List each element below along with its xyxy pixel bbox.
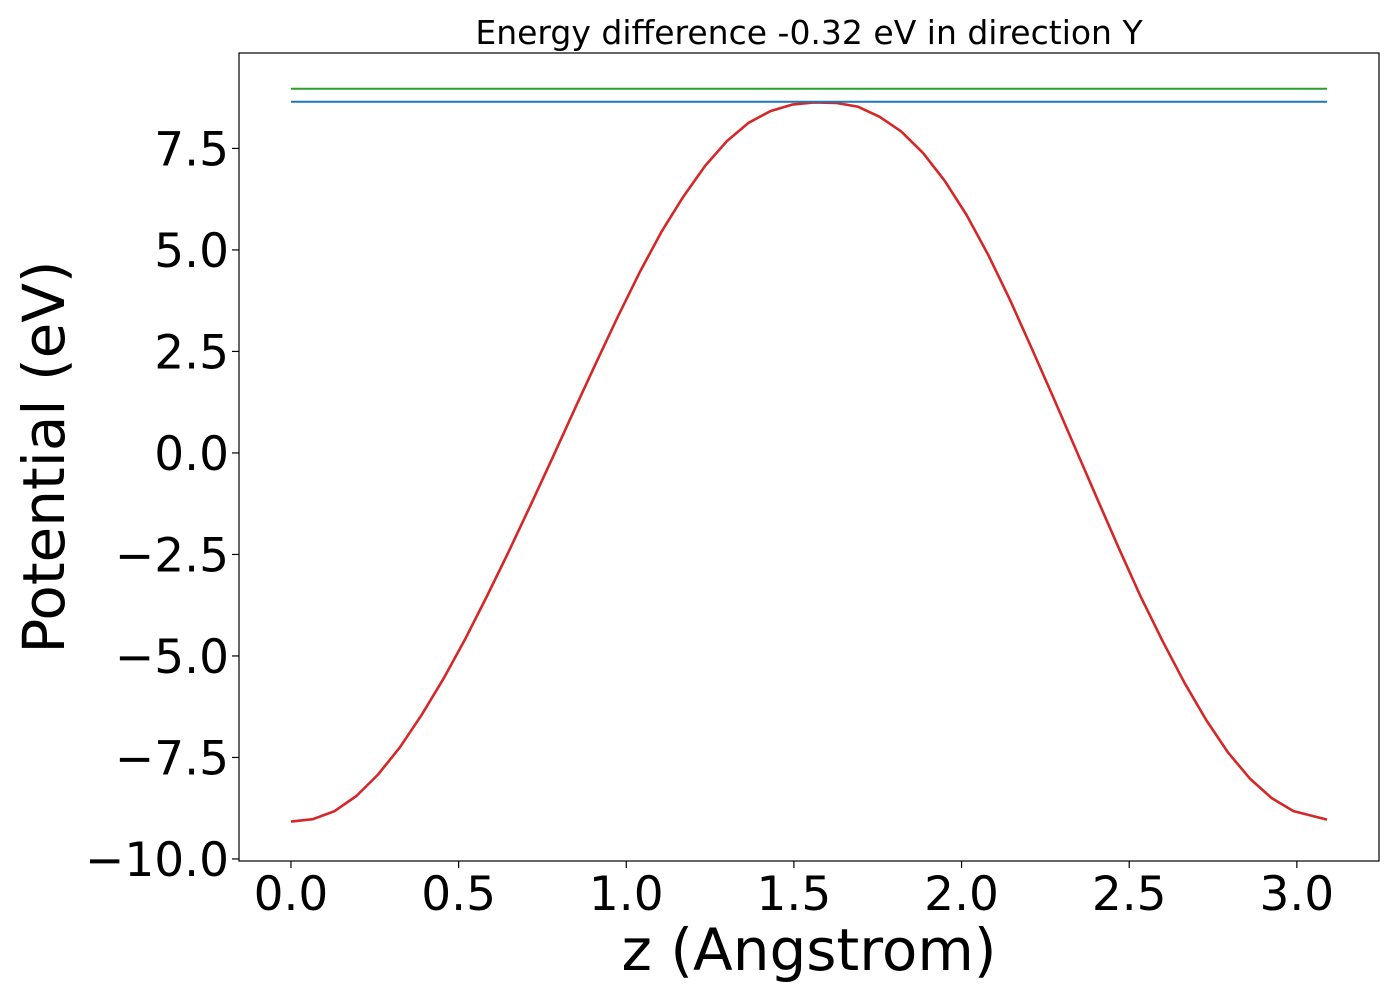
- y-tick-label: −5.0: [115, 630, 229, 685]
- chart-title: Energy difference -0.32 eV in direction …: [475, 13, 1143, 52]
- y-tick-label: 7.5: [154, 122, 229, 177]
- x-tick-label: 2.5: [1092, 867, 1167, 922]
- y-tick-label: −7.5: [115, 731, 229, 786]
- x-tick-label: 1.5: [757, 867, 832, 922]
- y-tick-label: 0.0: [154, 427, 229, 482]
- y-tick-label: 2.5: [154, 325, 229, 380]
- plot-lines: [290, 87, 1328, 823]
- x-tick-label: 1.0: [589, 867, 664, 922]
- x-tick-label: 0.5: [421, 867, 496, 922]
- y-tick-label: 5.0: [154, 224, 229, 279]
- y-tick-label: −10.0: [85, 833, 229, 888]
- x-tick-label: 2.0: [924, 867, 999, 922]
- series-line-0: [290, 101, 1328, 823]
- y-axis-label: Potential (eV): [10, 260, 78, 653]
- x-axis-label: z (Angstrom): [622, 916, 997, 984]
- y-tick-label: −2.5: [115, 528, 229, 583]
- x-tick-label: 3.0: [1259, 867, 1334, 922]
- y-axis-ticks: −10.0 −7.5 −5.0 −2.5 0.0 2.5 5.0 7.5: [85, 122, 239, 888]
- x-tick-label: 0.0: [254, 867, 329, 922]
- x-axis-ticks: 0.0 0.5 1.0 1.5 2.0 2.5 3.0: [254, 861, 1334, 922]
- plot-frame: [238, 52, 1380, 862]
